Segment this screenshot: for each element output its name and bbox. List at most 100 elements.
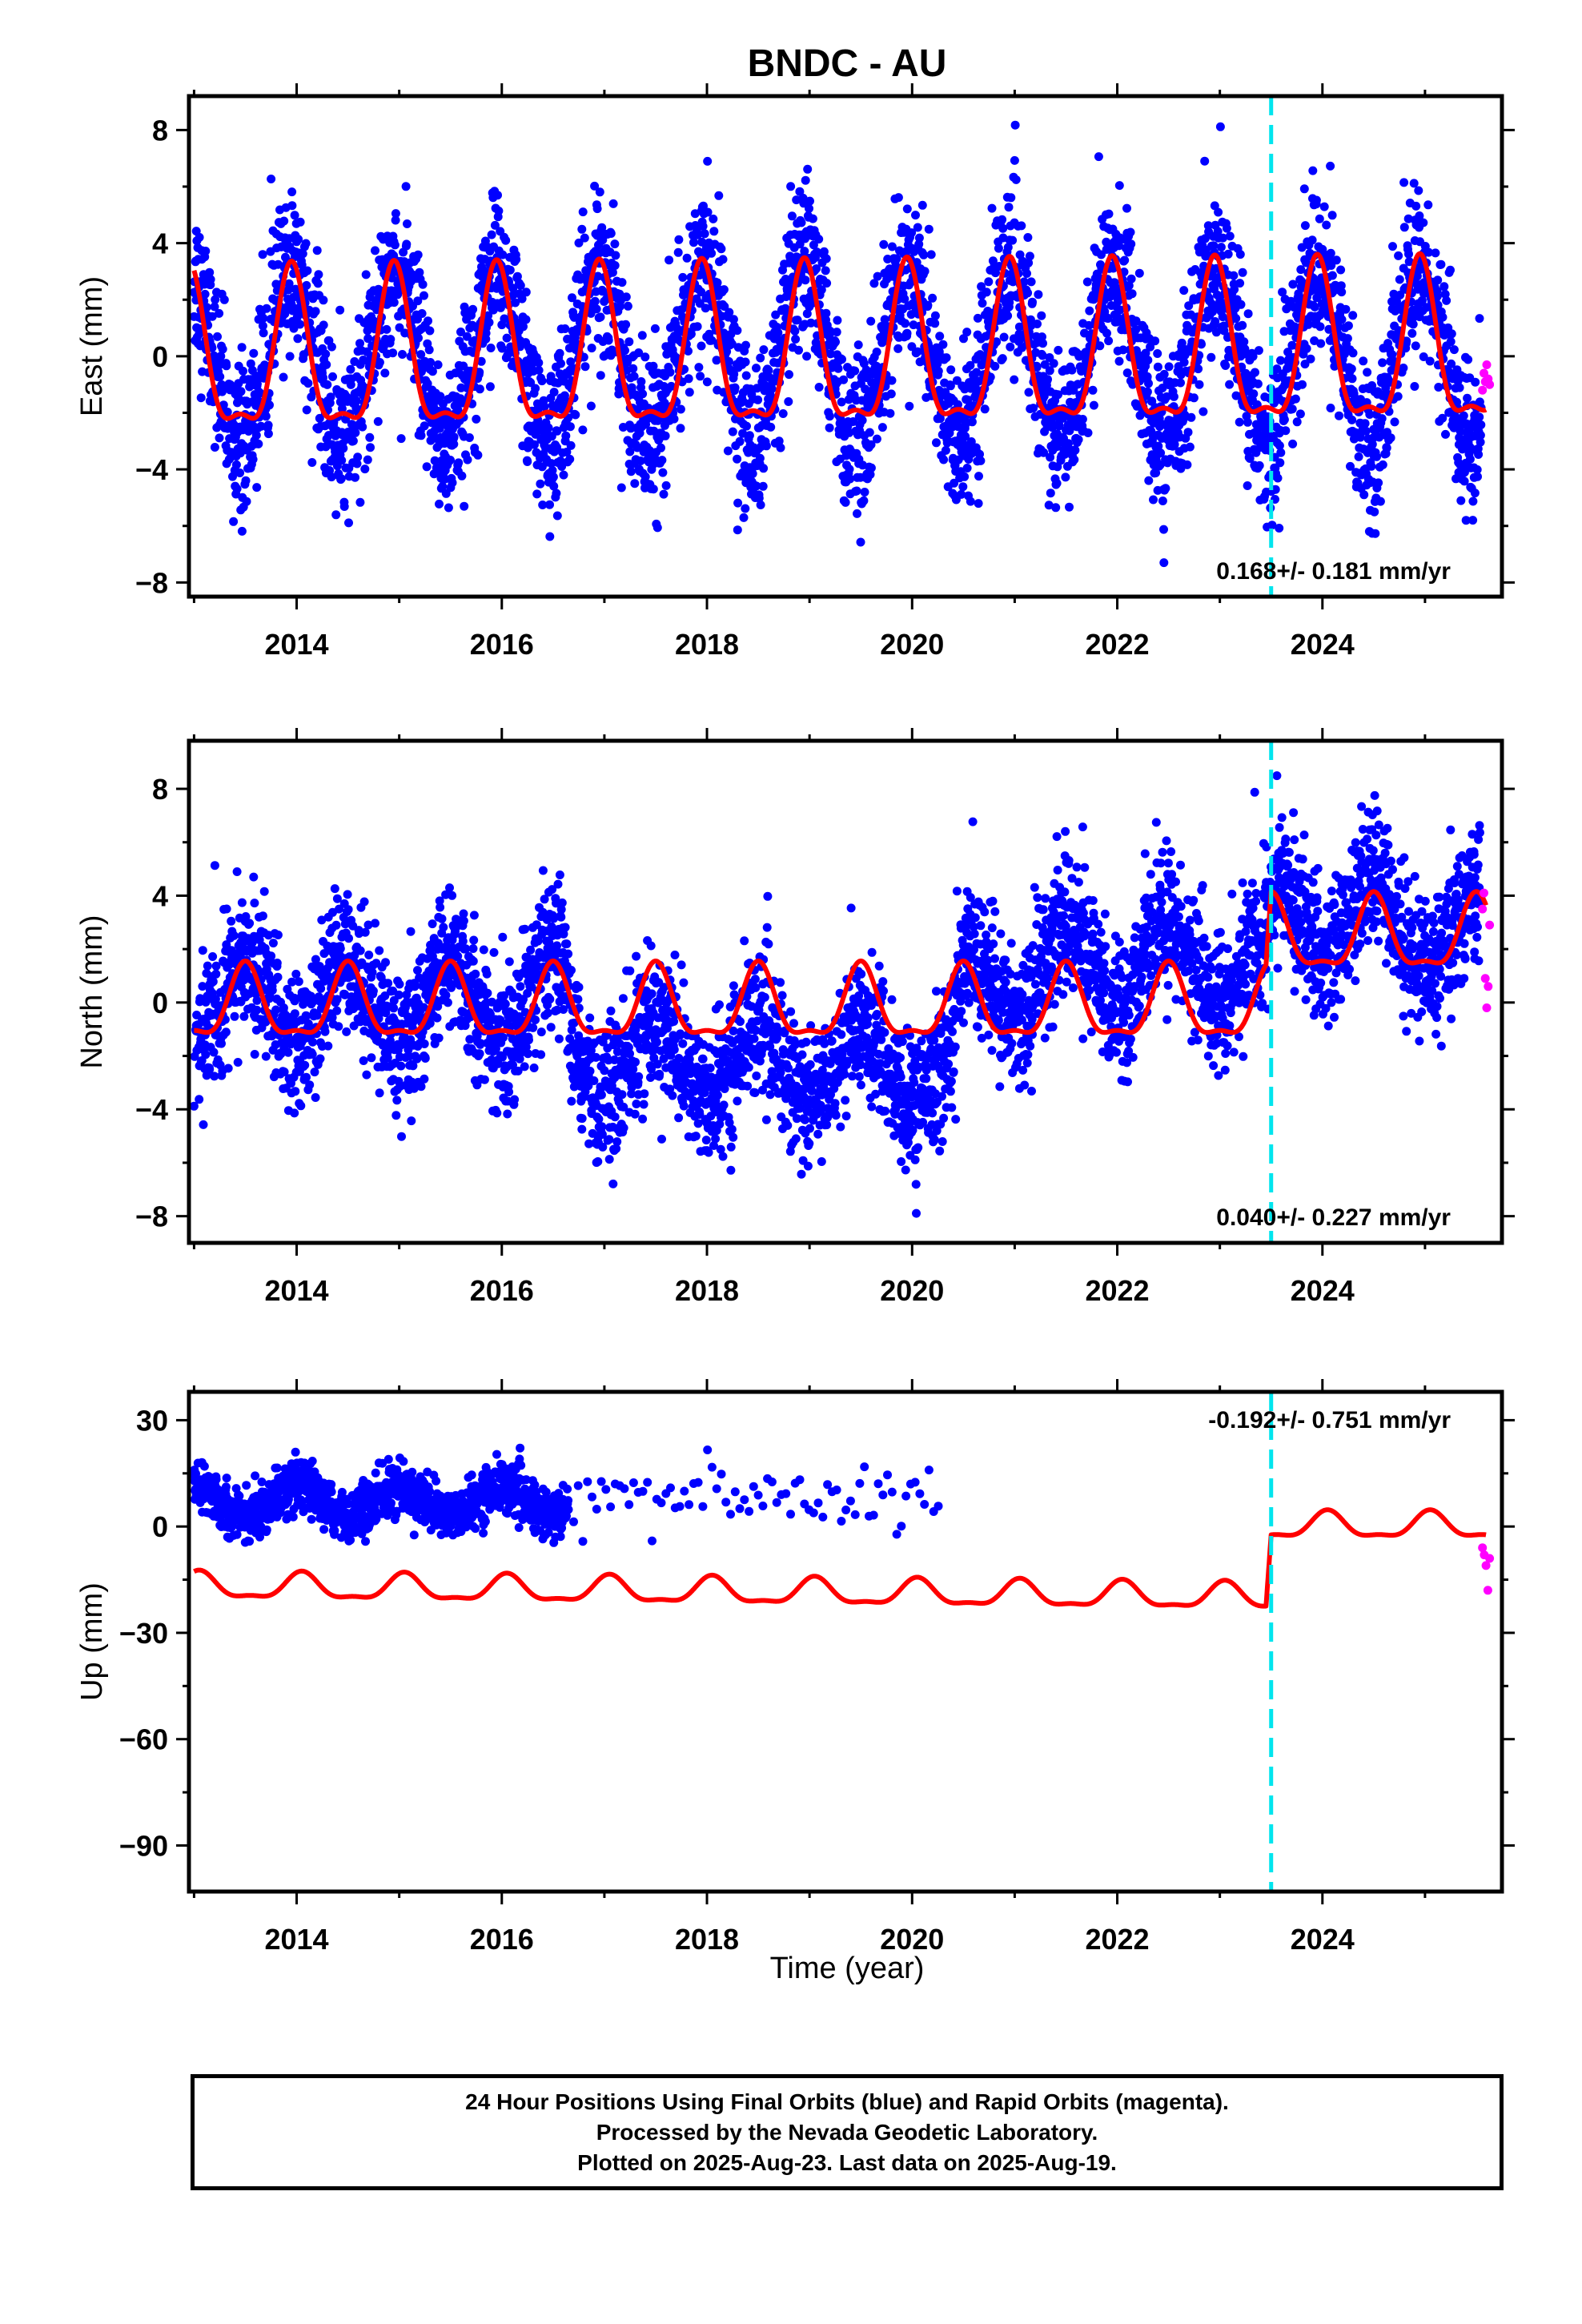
east-data-point xyxy=(549,472,558,481)
east-data-point xyxy=(1236,250,1245,259)
east-data-point xyxy=(293,334,302,343)
east-data-point xyxy=(1436,260,1445,269)
east-data-point xyxy=(363,456,372,464)
east-data-point xyxy=(703,157,712,166)
east-data-point xyxy=(567,441,576,450)
north-data-point xyxy=(344,905,353,914)
east-data-point xyxy=(1216,123,1225,131)
east-data-point xyxy=(1315,215,1324,223)
east-data-point xyxy=(259,328,268,337)
east-data-point xyxy=(473,451,482,460)
east-data-point xyxy=(699,222,708,231)
east-data-point xyxy=(753,396,762,404)
east-data-point xyxy=(1160,370,1169,379)
east-data-point xyxy=(660,490,669,499)
north-data-point xyxy=(199,1120,208,1129)
north-data-point xyxy=(342,1027,351,1036)
east-data-point xyxy=(665,255,673,264)
east-data-point xyxy=(794,346,803,355)
east-data-point xyxy=(1120,256,1129,265)
north-data-point xyxy=(217,1039,226,1048)
east-data-point xyxy=(1006,343,1014,352)
east-data-point xyxy=(839,376,848,384)
east-data-point xyxy=(1068,366,1077,375)
east-data-point xyxy=(1065,503,1074,512)
north-data-point xyxy=(396,1062,405,1071)
east-data-point xyxy=(242,476,251,485)
east-data-point xyxy=(323,380,331,389)
east-data-point xyxy=(1291,395,1300,404)
north-data-point xyxy=(389,1003,398,1012)
east-data-point xyxy=(322,360,331,369)
east-data-point xyxy=(391,240,400,249)
east-data-point xyxy=(314,279,323,287)
east-data-point xyxy=(1395,275,1404,284)
east-data-point xyxy=(901,319,909,328)
east-data-point xyxy=(853,487,861,496)
east-y-tick-label: 8 xyxy=(152,114,168,147)
east-data-point xyxy=(689,238,698,247)
east-data-point xyxy=(617,484,626,493)
east-data-point xyxy=(786,182,795,191)
east-data-point xyxy=(825,412,834,420)
east-data-point xyxy=(628,364,637,373)
east-data-point xyxy=(942,446,950,455)
east-data-point xyxy=(1046,489,1055,497)
east-data-point xyxy=(1144,379,1153,388)
east-data-point xyxy=(1235,418,1244,427)
east-data-point xyxy=(791,335,800,344)
north-data-point xyxy=(234,1058,243,1067)
east-data-point xyxy=(195,233,204,242)
east-data-point xyxy=(674,235,683,244)
east-data-point xyxy=(1361,419,1370,428)
east-data-point xyxy=(587,402,596,411)
east-data-point xyxy=(1090,401,1098,410)
east-data-point xyxy=(464,456,472,464)
east-data-point xyxy=(1033,320,1042,328)
east-data-point xyxy=(1475,412,1484,421)
east-data-point xyxy=(974,499,983,508)
east-data-point xyxy=(1293,417,1302,426)
east-data-point xyxy=(1468,497,1477,506)
east-data-point xyxy=(752,364,761,372)
east-data-point xyxy=(1473,472,1482,481)
east-data-point xyxy=(532,489,541,498)
east-data-point xyxy=(1476,420,1485,429)
east-data-point xyxy=(264,420,273,429)
east-data-point xyxy=(935,332,944,340)
east-data-point xyxy=(1214,208,1223,217)
east-data-point xyxy=(731,384,740,392)
east-data-point xyxy=(1190,393,1199,402)
east-data-point xyxy=(1186,413,1195,422)
north-data-point xyxy=(211,970,220,979)
east-data-point xyxy=(1126,239,1135,248)
east-data-point xyxy=(725,357,733,366)
east-data-point xyxy=(630,372,639,381)
east-data-point xyxy=(215,309,223,318)
east-data-point xyxy=(714,191,723,200)
north-data-point xyxy=(362,1071,371,1080)
east-data-point xyxy=(545,533,554,541)
east-data-point xyxy=(638,389,647,398)
north-data-point xyxy=(407,1116,416,1125)
east-data-point xyxy=(1426,357,1435,366)
east-data-point xyxy=(837,355,846,364)
east-data-point xyxy=(424,316,432,325)
east-x-tick-label: 2020 xyxy=(880,628,944,661)
east-data-point xyxy=(1391,417,1399,426)
north-data-point xyxy=(269,939,278,947)
north-data-point xyxy=(211,861,219,870)
north-data-point xyxy=(343,890,352,899)
east-data-point xyxy=(1341,305,1350,314)
east-data-point xyxy=(640,352,649,361)
east-data-point xyxy=(494,207,503,215)
east-data-point xyxy=(578,425,587,434)
north-data-point xyxy=(252,1006,261,1015)
east-data-point xyxy=(1367,462,1375,471)
east-data-point xyxy=(365,433,374,442)
east-data-point xyxy=(303,405,311,414)
north-data-point xyxy=(268,986,277,995)
east-data-point xyxy=(815,383,824,392)
east-data-point xyxy=(821,266,830,275)
east-data-point xyxy=(239,367,247,376)
